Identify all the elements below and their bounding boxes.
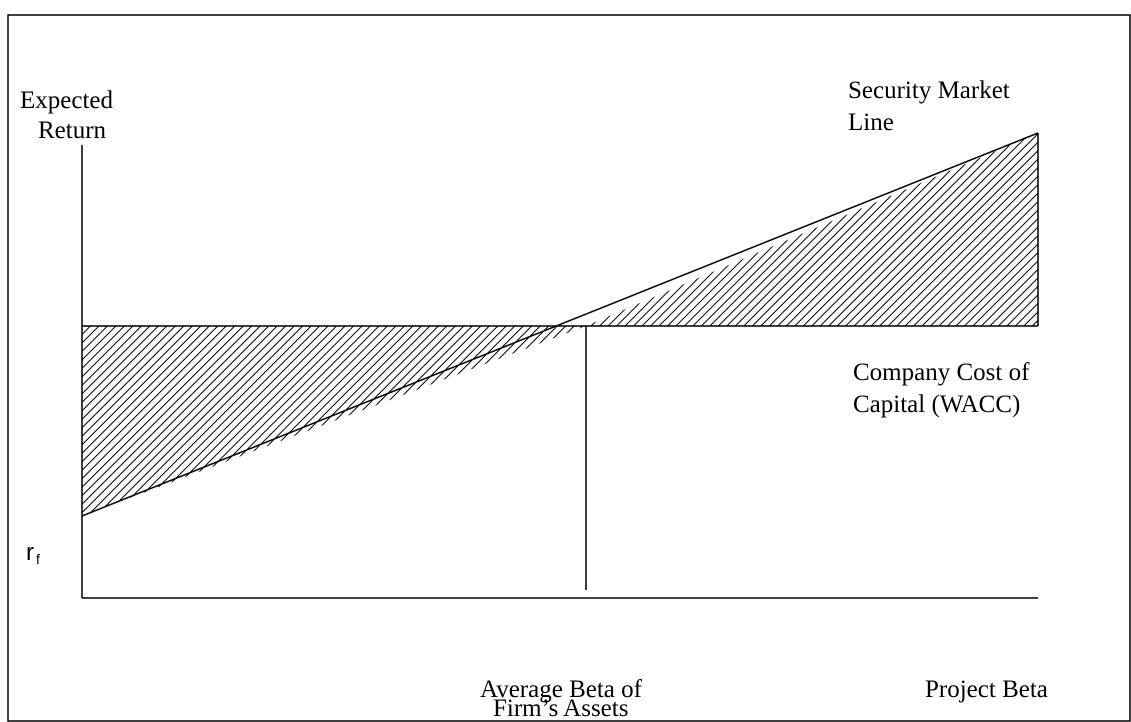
wacc-label: Company Cost of <box>853 359 1030 386</box>
sml-label: Line <box>848 109 894 136</box>
sml-label: Security Market <box>848 77 1010 104</box>
x-label: Average Beta of <box>480 676 643 703</box>
sml-line <box>81 132 1039 517</box>
x-label: Project Beta <box>925 676 1048 703</box>
y-axis-label: Expected <box>20 87 114 114</box>
y-axis-label: Return <box>38 117 107 144</box>
x-label: Firm’s Assets <box>493 695 628 722</box>
hatch-left <box>82 326 586 516</box>
frame <box>7 14 1131 722</box>
hatch-right <box>586 133 1038 326</box>
rf-label: r <box>26 539 34 566</box>
rf-subscript: f <box>36 551 40 567</box>
wacc-label: Capital (WACC) <box>853 391 1020 418</box>
